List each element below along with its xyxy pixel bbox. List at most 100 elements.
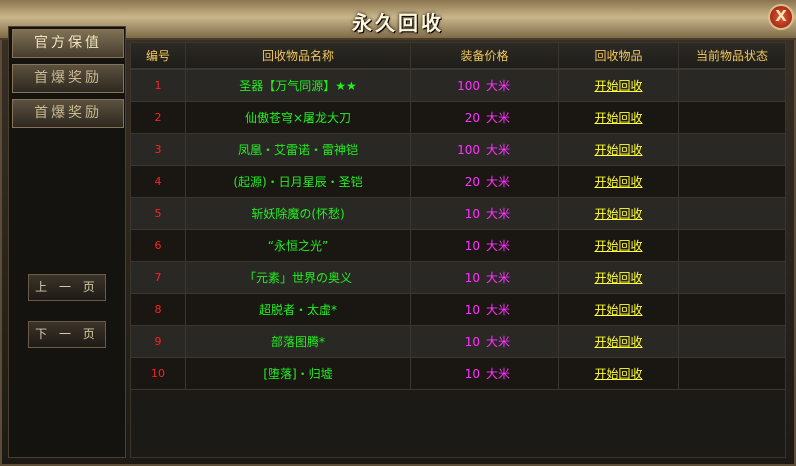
- start-recycle-link[interactable]: 开始回收: [594, 335, 643, 349]
- price-value: 10: [464, 366, 480, 381]
- row-name: [堕落]・归墟: [186, 358, 411, 389]
- price-value: 10: [464, 270, 480, 285]
- table-row: 7 「元素」世界の奥义 10 大米 开始回收: [131, 262, 785, 294]
- start-recycle-link[interactable]: 开始回收: [594, 207, 643, 221]
- row-id-text: 1: [154, 79, 162, 92]
- row-name: 凤凰・艾雷诺・雷神铠: [186, 134, 411, 165]
- price-unit: 大米: [485, 367, 510, 381]
- row-id-text: 8: [154, 303, 162, 316]
- price-value: 20: [464, 110, 480, 125]
- row-status: [679, 262, 785, 293]
- start-recycle-link[interactable]: 开始回收: [594, 367, 643, 381]
- header-name: 回收物品名称: [186, 43, 411, 68]
- start-recycle-link[interactable]: 开始回收: [594, 303, 643, 317]
- row-id: 2: [131, 102, 186, 133]
- row-action: 开始回收: [559, 198, 679, 229]
- row-name: “永恒之光”: [186, 230, 411, 261]
- row-id-text: 3: [154, 143, 162, 156]
- row-id-text: 2: [154, 111, 162, 124]
- row-name: 超脱者・太虚*: [186, 294, 411, 325]
- row-price: 10 大米: [411, 294, 559, 325]
- row-action: 开始回收: [559, 102, 679, 133]
- row-id-text: 9: [154, 335, 162, 348]
- start-recycle-link[interactable]: 开始回收: [594, 79, 643, 93]
- price-unit: 大米: [485, 303, 510, 317]
- row-action: 开始回收: [559, 134, 679, 165]
- table-row: 9 部落图腾* 10 大米 开始回收: [131, 326, 785, 358]
- prev-page-button[interactable]: 上 一 页: [28, 274, 106, 301]
- row-id: 3: [131, 134, 186, 165]
- row-price: 10 大米: [411, 326, 559, 357]
- row-status: [679, 198, 785, 229]
- row-id-text: 4: [154, 175, 162, 188]
- row-id: 6: [131, 230, 186, 261]
- row-id: 1: [131, 70, 186, 101]
- row-price: 100 大米: [411, 134, 559, 165]
- recycle-table: 编号 回收物品名称 装备价格 回收物品 当前物品状态 1 圣器【万气同源】★★ 10…: [130, 42, 786, 458]
- table-row: 10 [堕落]・归墟 10 大米 开始回收: [131, 358, 785, 390]
- header-price: 装备价格: [411, 43, 559, 68]
- header-id: 编号: [131, 43, 186, 68]
- window-title: 永久回收: [352, 11, 444, 35]
- price-unit: 大米: [485, 207, 510, 221]
- table-row: 6 “永恒之光” 10 大米 开始回收: [131, 230, 785, 262]
- row-status: [679, 134, 785, 165]
- item-name: 超脱者・太虚*: [258, 303, 337, 317]
- row-price: 10 大米: [411, 358, 559, 389]
- row-status: [679, 102, 785, 133]
- item-name: 部落图腾*: [270, 335, 325, 349]
- item-name: [堕落]・归墟: [263, 367, 333, 381]
- header-status: 当前物品状态: [695, 49, 768, 63]
- start-recycle-link[interactable]: 开始回收: [594, 111, 643, 125]
- table-row: 5 斩妖除魔の(怀愁) 10 大米 开始回收: [131, 198, 785, 230]
- table-row: 2 仙傲苍穹×屠龙大刀 20 大米 开始回收: [131, 102, 785, 134]
- price-unit: 大米: [485, 79, 510, 93]
- start-recycle-link[interactable]: 开始回收: [594, 271, 643, 285]
- sidebar-item-first-drop-reward[interactable]: 首爆奖励: [12, 64, 124, 93]
- row-action: 开始回收: [559, 326, 679, 357]
- close-button[interactable]: X: [768, 4, 794, 30]
- row-id: 9: [131, 326, 186, 357]
- row-name: 「元素」世界の奥义: [186, 262, 411, 293]
- row-price: 10 大米: [411, 230, 559, 261]
- row-status: [679, 294, 785, 325]
- sidebar-item-official-value[interactable]: 官方保值: [12, 29, 124, 58]
- row-id-text: 5: [154, 207, 162, 220]
- price-unit: 大米: [485, 271, 510, 285]
- start-recycle-link[interactable]: 开始回收: [594, 175, 643, 189]
- row-status: [679, 230, 785, 261]
- row-action: 开始回收: [559, 166, 679, 197]
- row-price: 10 大米: [411, 198, 559, 229]
- row-id: 8: [131, 294, 186, 325]
- sidebar-item-first-drop-reward-2[interactable]: 首爆奖励: [12, 99, 124, 128]
- start-recycle-link[interactable]: 开始回收: [594, 143, 643, 157]
- start-recycle-link[interactable]: 开始回收: [594, 239, 643, 253]
- row-id: 10: [131, 358, 186, 389]
- row-id: 5: [131, 198, 186, 229]
- next-page-button[interactable]: 下 一 页: [28, 321, 106, 348]
- row-name: (起源)・日月星辰・圣铠: [186, 166, 411, 197]
- price-unit: 大米: [485, 143, 510, 157]
- row-status: [679, 326, 785, 357]
- item-name: “永恒之光”: [267, 239, 329, 253]
- row-price: 10 大米: [411, 262, 559, 293]
- row-action: 开始回收: [559, 294, 679, 325]
- row-id: 4: [131, 166, 186, 197]
- row-price: 20 大米: [411, 166, 559, 197]
- item-name: 圣器【万气同源】★★: [239, 79, 357, 93]
- row-status: [679, 166, 785, 197]
- item-name: 仙傲苍穹×屠龙大刀: [244, 111, 352, 125]
- row-id-text: 7: [154, 271, 162, 284]
- table-header: 编号 回收物品名称 装备价格 回收物品 当前物品状态: [131, 43, 785, 70]
- item-name: 「元素」世界の奥义: [243, 271, 352, 285]
- price-unit: 大米: [485, 239, 510, 253]
- row-id-text: 6: [154, 239, 162, 252]
- table-row: 3 凤凰・艾雷诺・雷神铠 100 大米 开始回收: [131, 134, 785, 166]
- table-row: 1 圣器【万气同源】★★ 100 大米 开始回收: [131, 70, 785, 102]
- price-unit: 大米: [485, 175, 510, 189]
- item-name: 凤凰・艾雷诺・雷神铠: [237, 143, 358, 157]
- price-value: 10: [464, 238, 480, 253]
- close-icon: X: [775, 7, 787, 25]
- title-bar: 永久回收: [0, 0, 796, 40]
- row-action: 开始回收: [559, 70, 679, 101]
